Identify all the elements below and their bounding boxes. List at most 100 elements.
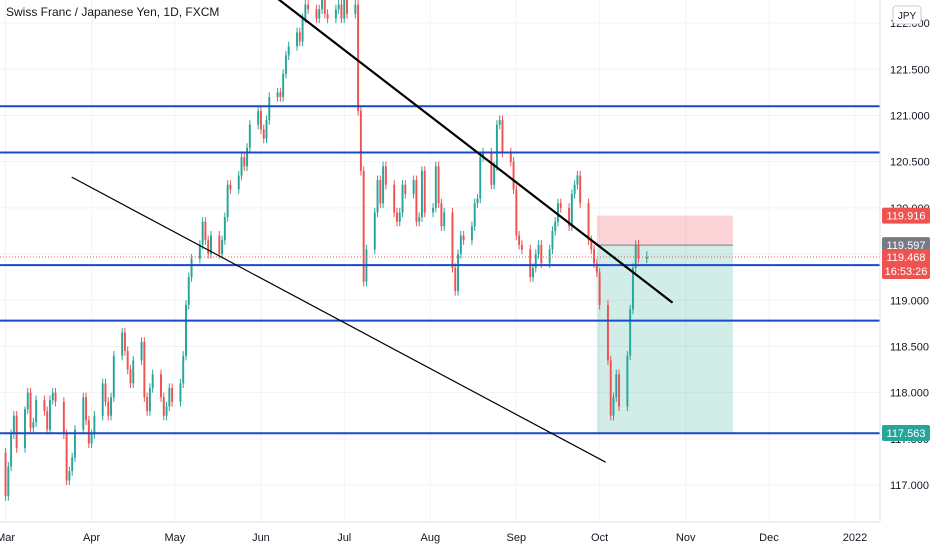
candle [29, 388, 32, 433]
candle-body [532, 267, 534, 278]
candle [615, 369, 618, 402]
candle [540, 240, 543, 268]
candle [126, 346, 129, 375]
trendline-0[interactable] [255, 0, 673, 304]
candle [185, 300, 187, 361]
x-tick-label: Jun [252, 532, 270, 544]
candle [443, 207, 446, 231]
candle-body [537, 244, 540, 255]
candle-body [85, 397, 88, 421]
candle-body [279, 92, 282, 98]
candle [298, 27, 301, 47]
candle [459, 230, 462, 259]
candle [462, 230, 465, 245]
candle [259, 106, 262, 134]
candle [307, 0, 310, 14]
candle-body [512, 161, 515, 190]
candle-body [90, 434, 93, 444]
candle-body [518, 235, 521, 245]
candle-body [570, 194, 573, 227]
candle [593, 244, 596, 268]
candle-body [190, 258, 193, 278]
candle-body [573, 184, 576, 195]
candle-body [143, 341, 146, 398]
candle-body [304, 4, 307, 19]
candle-body [29, 392, 32, 428]
candle-body [459, 235, 462, 255]
candle [637, 240, 640, 264]
candle-body [73, 429, 76, 458]
candle [284, 50, 287, 79]
candle [645, 251, 648, 264]
candle-body [62, 401, 65, 435]
candle [629, 304, 632, 361]
take-profit-zone[interactable] [596, 245, 733, 434]
candle [482, 147, 484, 162]
candle-body [68, 471, 71, 481]
candle [384, 161, 387, 190]
candle-body [540, 244, 543, 264]
candle-body [296, 32, 299, 47]
candle-body [529, 249, 532, 278]
candle [609, 355, 612, 421]
candle [262, 124, 265, 144]
candle [248, 120, 251, 153]
candle [279, 87, 282, 102]
candle [501, 115, 504, 158]
price-badge-2-bg [882, 425, 930, 442]
price-badge-0-bg [882, 207, 930, 224]
candle [495, 120, 498, 171]
candle [43, 395, 46, 416]
candle-body [415, 180, 418, 222]
candle-body [454, 267, 457, 292]
candle [451, 207, 454, 273]
candle-body [598, 272, 601, 305]
candle [151, 369, 154, 393]
candle [576, 170, 579, 190]
candle [323, 0, 326, 19]
candle [518, 230, 521, 250]
price-badge-0-text: 119.916 [887, 211, 926, 223]
candle-body [51, 392, 54, 401]
candle [24, 406, 26, 453]
candle-body [179, 383, 182, 402]
candle-body [420, 170, 423, 218]
candle-body [246, 147, 249, 167]
candle [334, 4, 337, 24]
candle-body [160, 374, 162, 398]
candle [343, 0, 346, 24]
candle [548, 244, 551, 268]
candle [162, 392, 165, 421]
x-tick-label: Mar [0, 532, 15, 544]
candle [68, 466, 71, 486]
trendline-1[interactable] [71, 176, 606, 463]
time-axis[interactable]: Mar Apr May Jun Jul Aug Sep Oct Nov Dec 2022 [0, 521, 932, 550]
candle-body [579, 175, 582, 204]
x-tick-label: Sep [507, 532, 527, 544]
y-tick-label: 118.500 [890, 341, 929, 353]
candle [276, 87, 279, 102]
candle-body [112, 355, 115, 398]
candle-body [384, 166, 387, 185]
candle-body [396, 212, 398, 222]
candle [168, 383, 171, 412]
candle [10, 429, 13, 472]
stop-loss-zone[interactable] [596, 215, 733, 246]
candle [337, 0, 340, 14]
candle-body [226, 184, 229, 218]
candle [618, 369, 621, 412]
candle [140, 337, 143, 365]
price-badge-0: 119.916 [882, 207, 930, 224]
candle-body [26, 392, 29, 410]
candle-body [473, 203, 476, 227]
candle [326, 9, 329, 24]
currency-button[interactable]: JPY [892, 5, 922, 25]
price-badge-2: 117.563 [882, 425, 930, 442]
candle-body [71, 457, 74, 472]
candle [396, 207, 398, 227]
candle [454, 263, 457, 296]
candle-body [32, 422, 35, 428]
y-tick-label: 121.500 [890, 64, 930, 76]
candle-body [223, 217, 226, 241]
